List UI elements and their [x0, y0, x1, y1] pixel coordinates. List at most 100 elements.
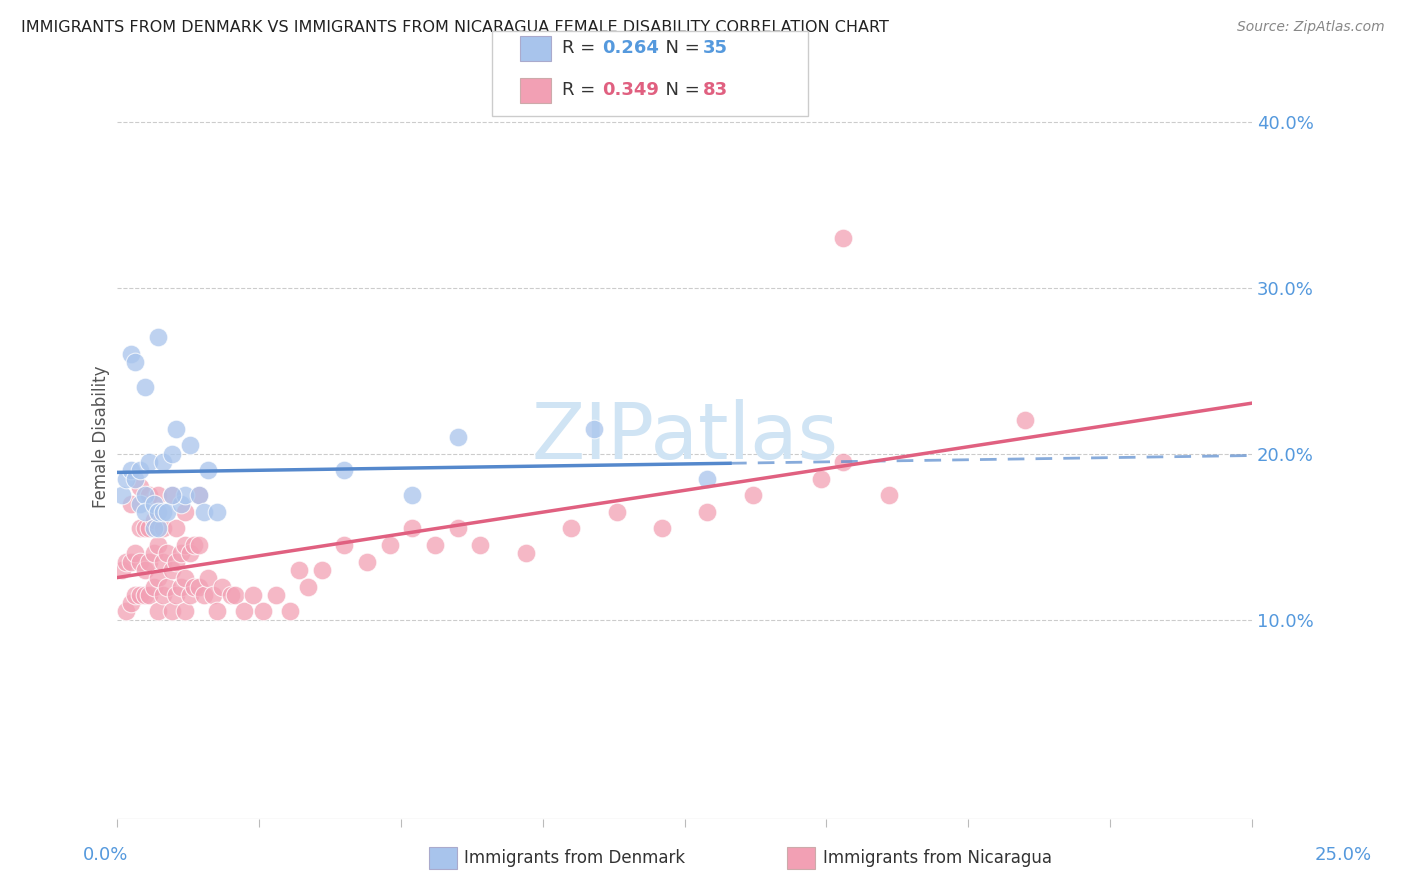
Point [311, 563, 333, 577]
Point [160, 447, 183, 461]
Point [124, 355, 146, 369]
Point [142, 513, 165, 527]
Point [651, 521, 673, 535]
Point [696, 505, 718, 519]
Point [174, 505, 197, 519]
Point [152, 505, 174, 519]
Point [115, 472, 138, 486]
Point [134, 488, 156, 502]
Point [378, 538, 401, 552]
Point [146, 521, 169, 535]
Point [224, 588, 246, 602]
Y-axis label: Female Disability: Female Disability [93, 366, 110, 508]
Point [170, 546, 193, 560]
Text: ZIPatlas: ZIPatlas [531, 399, 838, 475]
Point [152, 588, 174, 602]
Point [129, 496, 152, 510]
Point [129, 463, 152, 477]
Point [146, 330, 169, 344]
Point [170, 496, 193, 510]
Text: N =: N = [654, 81, 706, 99]
Point [877, 488, 900, 502]
Point [515, 546, 537, 560]
Point [174, 604, 197, 618]
Point [152, 521, 174, 535]
Point [333, 538, 356, 552]
Point [401, 521, 423, 535]
Point [134, 521, 156, 535]
Point [242, 588, 264, 602]
Point [120, 555, 142, 569]
Point [560, 521, 582, 535]
Point [188, 488, 211, 502]
Point [138, 555, 160, 569]
Point [160, 563, 183, 577]
Point [129, 588, 152, 602]
Point [138, 488, 160, 502]
Text: R =: R = [562, 81, 602, 99]
Point [138, 588, 160, 602]
Point [183, 538, 205, 552]
Point [832, 231, 855, 245]
Point [188, 488, 211, 502]
Text: 0.264: 0.264 [602, 39, 658, 57]
Point [183, 580, 205, 594]
Point [129, 480, 152, 494]
Point [696, 472, 718, 486]
Point [832, 455, 855, 469]
Point [165, 555, 187, 569]
Point [134, 563, 156, 577]
Point [120, 496, 142, 510]
Point [146, 505, 169, 519]
Point [582, 422, 605, 436]
Point [423, 538, 446, 552]
Point [124, 546, 146, 560]
Text: 0.349: 0.349 [602, 81, 658, 99]
Point [447, 521, 470, 535]
Point [205, 604, 228, 618]
Point [297, 580, 319, 594]
Point [120, 596, 142, 610]
Point [401, 488, 423, 502]
Point [142, 521, 165, 535]
Point [252, 604, 274, 618]
Point [146, 571, 169, 585]
Point [188, 538, 211, 552]
Text: R =: R = [562, 39, 602, 57]
Point [142, 580, 165, 594]
Point [174, 488, 197, 502]
Point [120, 463, 142, 477]
Point [288, 563, 311, 577]
Point [160, 604, 183, 618]
Point [201, 588, 224, 602]
Point [188, 580, 211, 594]
Point [165, 521, 187, 535]
Point [179, 438, 201, 452]
Point [197, 571, 219, 585]
Point [134, 505, 156, 519]
Point [134, 380, 156, 394]
Point [146, 488, 169, 502]
Point [111, 563, 134, 577]
Text: 0.0%: 0.0% [83, 846, 128, 863]
Point [193, 505, 215, 519]
Point [810, 472, 832, 486]
Point [219, 588, 242, 602]
Point [156, 546, 179, 560]
Point [470, 538, 492, 552]
Point [142, 496, 165, 510]
Point [205, 505, 228, 519]
Text: Source: ZipAtlas.com: Source: ZipAtlas.com [1237, 20, 1385, 34]
Point [278, 604, 301, 618]
Point [124, 472, 146, 486]
Point [264, 588, 287, 602]
Point [606, 505, 628, 519]
Point [129, 555, 152, 569]
Point [193, 588, 215, 602]
Point [115, 604, 138, 618]
Point [138, 521, 160, 535]
Point [111, 488, 134, 502]
Point [1014, 413, 1036, 427]
Text: N =: N = [654, 39, 706, 57]
Point [146, 538, 169, 552]
